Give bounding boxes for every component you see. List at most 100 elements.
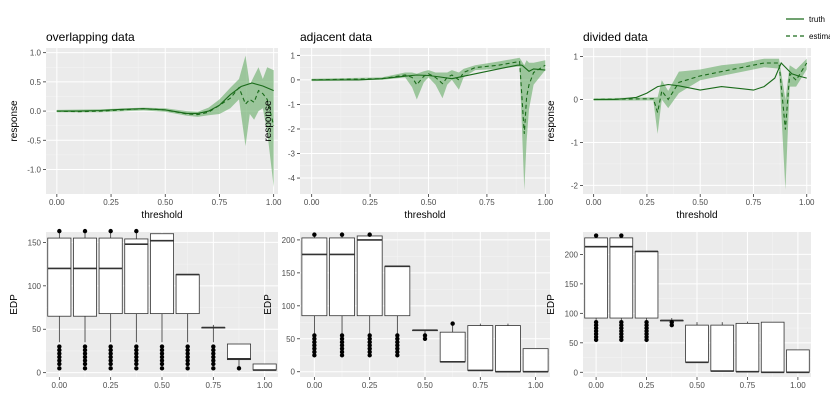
- y-tick-label: 100: [282, 302, 296, 311]
- box-outlier: [134, 347, 139, 353]
- box-outlier: [312, 333, 317, 338]
- box: [685, 322, 709, 364]
- x-tick-label: 1.00: [790, 381, 806, 390]
- box-body: [98, 237, 123, 315]
- y-axis-label: EDP: [9, 294, 20, 315]
- box-outlier: [395, 333, 400, 338]
- box-body: [149, 233, 174, 315]
- box-outlier: [82, 366, 88, 371]
- y-tick-label: 100: [565, 309, 579, 318]
- box: [226, 343, 251, 371]
- box-outlier: [367, 346, 372, 351]
- y-axis-label: response: [9, 100, 20, 142]
- box-outlier: [185, 347, 190, 353]
- chart-title: overlapping data: [46, 30, 135, 44]
- confidence-band: [311, 57, 546, 191]
- x-tick-label: 0.75: [740, 381, 756, 390]
- x-tick-label: 0.25: [103, 198, 119, 207]
- box-outlier: [57, 361, 62, 367]
- box-outlier: [312, 343, 317, 348]
- x-axis-label: threshold: [404, 210, 445, 221]
- box-outlier: [108, 358, 113, 363]
- x-axis-label: threshold: [676, 210, 717, 221]
- y-tick-label: 0: [37, 369, 42, 378]
- x-tick-label: 0.50: [421, 198, 437, 207]
- box-body: [685, 324, 709, 363]
- x-tick-label: 1.00: [538, 198, 554, 207]
- box-outlier: [422, 336, 428, 341]
- box-body: [760, 321, 785, 373]
- x-tick-label: 0.00: [588, 381, 604, 390]
- box-outlier: [108, 366, 113, 371]
- box-outlier: [367, 343, 372, 348]
- box-outlier: [57, 351, 62, 356]
- box-outlier: [236, 366, 242, 371]
- box-outlier: [108, 361, 113, 367]
- box-outlier: [339, 336, 345, 341]
- y-tick-label: 150: [565, 280, 579, 289]
- box-outlier: [57, 358, 62, 363]
- box-outlier: [211, 354, 216, 360]
- x-tick-label: 0.50: [154, 381, 170, 390]
- y-tick-label: 0: [574, 368, 579, 377]
- box: [384, 265, 411, 358]
- box-outlier: [312, 339, 317, 345]
- series-estimate: [311, 60, 546, 134]
- box: [439, 321, 466, 363]
- x-tick-label: 0.75: [746, 198, 762, 207]
- chart-title: adjacent data: [300, 30, 372, 44]
- x-tick-label: 0.25: [639, 381, 655, 390]
- box-outlier: [395, 349, 400, 355]
- box-outlier: [395, 343, 400, 348]
- y-tick-label: 200: [565, 250, 579, 259]
- y-axis-label: EDP: [263, 294, 274, 315]
- box: [252, 363, 277, 371]
- box: [149, 233, 174, 371]
- series-truth: [593, 62, 807, 101]
- y-axis-label: response: [546, 100, 557, 142]
- box: [634, 250, 659, 343]
- box-body: [495, 325, 521, 373]
- box: [467, 323, 494, 372]
- y-tick-label: 50: [32, 325, 41, 334]
- y-tick-label: -2: [288, 125, 296, 134]
- y-tick-label: -3: [288, 150, 296, 159]
- box-body: [609, 237, 634, 319]
- box: [786, 349, 810, 374]
- y-tick-label: 1.0: [30, 49, 42, 58]
- box-outlier: [57, 347, 62, 353]
- box: [659, 318, 684, 328]
- box-outlier: [159, 351, 165, 356]
- x-tick-label: 0.25: [362, 381, 378, 390]
- panel-5: 0.00 0.25 0.50 0.75 1.00 0 50 100 150 200 EDP: [263, 232, 550, 390]
- y-tick-label: 50: [569, 339, 578, 348]
- box-outlier: [211, 358, 216, 363]
- box-outlier: [367, 353, 372, 358]
- legend-background: [782, 8, 828, 48]
- y-tick-label: 0: [574, 96, 579, 105]
- x-tick-label: 0.50: [692, 198, 708, 207]
- box-body: [124, 238, 149, 315]
- box: [47, 228, 72, 371]
- box-outlier: [134, 351, 139, 356]
- box-outlier: [134, 354, 139, 360]
- y-tick-label: 100: [28, 282, 42, 291]
- box: [73, 228, 98, 371]
- panel-2: 0.00 0.25 0.50 0.75 1.00 -4 -3 -2 -1 0 1 adjacent d…: [263, 30, 554, 221]
- box-outlier: [339, 349, 345, 355]
- box-outlier: [395, 339, 400, 345]
- box-outlier: [159, 358, 165, 363]
- box: [201, 324, 226, 371]
- x-tick-label: 0.00: [49, 198, 65, 207]
- box-outlier: [159, 347, 165, 353]
- box-outlier: [185, 361, 190, 367]
- box: [412, 329, 438, 341]
- box-outlier: [619, 233, 624, 238]
- box-outlier: [211, 347, 216, 353]
- panel-1: 0.00 0.25 0.50 0.75 1.00 -1.0 -0.5 0.0 0.5 1.0 ove…: [9, 30, 282, 221]
- box-outlier: [185, 366, 190, 371]
- box: [735, 321, 760, 373]
- x-tick-label: 0.75: [206, 381, 222, 390]
- box-outlier: [211, 361, 216, 367]
